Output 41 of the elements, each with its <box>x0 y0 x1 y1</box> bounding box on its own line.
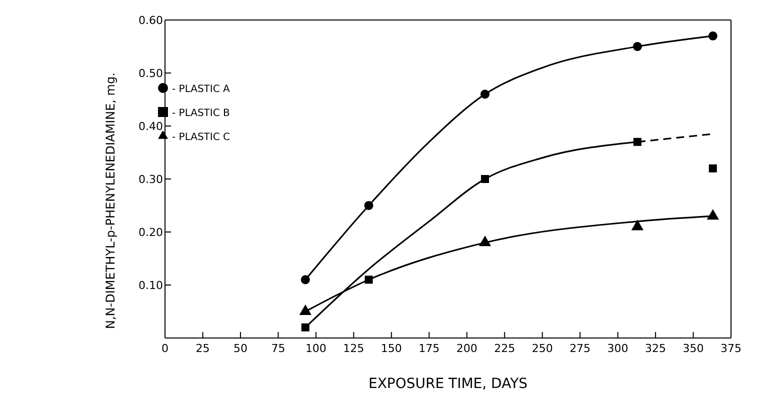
legend-label: - PLASTIC A <box>172 84 230 95</box>
x-tick-label: 325 <box>645 342 666 355</box>
y-tick-label: 0.10 <box>138 278 164 292</box>
x-tick-label: 275 <box>570 342 591 355</box>
x-tick-label: 375 <box>720 342 742 355</box>
x-tick-label: 200 <box>456 342 478 355</box>
x-axis-title: EXPOSURE TIME, DAYS <box>368 376 528 392</box>
point <box>364 200 374 210</box>
x-tick-label: 300 <box>607 342 628 355</box>
y-axis-title: N,N-DIMETHYL-p-PHENYLENEDIAMINE, mg. <box>103 72 118 329</box>
y-tick-label: 0.30 <box>138 172 164 186</box>
point <box>480 175 489 183</box>
x-tick-label: 25 <box>196 342 210 355</box>
y-tick-label: 0.50 <box>138 66 164 80</box>
point <box>301 323 310 332</box>
legend-label: - PLASTIC C <box>172 132 230 143</box>
point <box>708 164 717 172</box>
x-tick-label: 125 <box>343 342 364 355</box>
point <box>708 31 718 40</box>
x-tick-label: 75 <box>271 342 286 355</box>
legend-label: - PLASTIC B <box>172 108 230 119</box>
point <box>633 138 642 146</box>
y-tick-label: 0.60 <box>138 14 164 27</box>
y-tick-label: 0.40 <box>138 120 164 133</box>
point <box>300 275 310 284</box>
point <box>299 304 312 316</box>
x-tick-label: 100 <box>305 342 326 355</box>
x-tick-label: 250 <box>532 342 553 355</box>
x-tick-label: 225 <box>494 342 516 355</box>
y-tick-label: 0.20 <box>138 226 164 239</box>
x-tick-label: 175 <box>418 342 440 355</box>
point <box>480 90 490 99</box>
x-tick-label: 150 <box>380 342 402 355</box>
point <box>631 220 644 230</box>
point <box>478 236 492 246</box>
point <box>364 276 373 284</box>
x-tick-label: 350 <box>682 342 704 355</box>
point <box>706 209 719 220</box>
x-tick-label: 50 <box>233 342 248 355</box>
point <box>632 42 642 52</box>
x-tick-label: 0 <box>162 342 169 355</box>
